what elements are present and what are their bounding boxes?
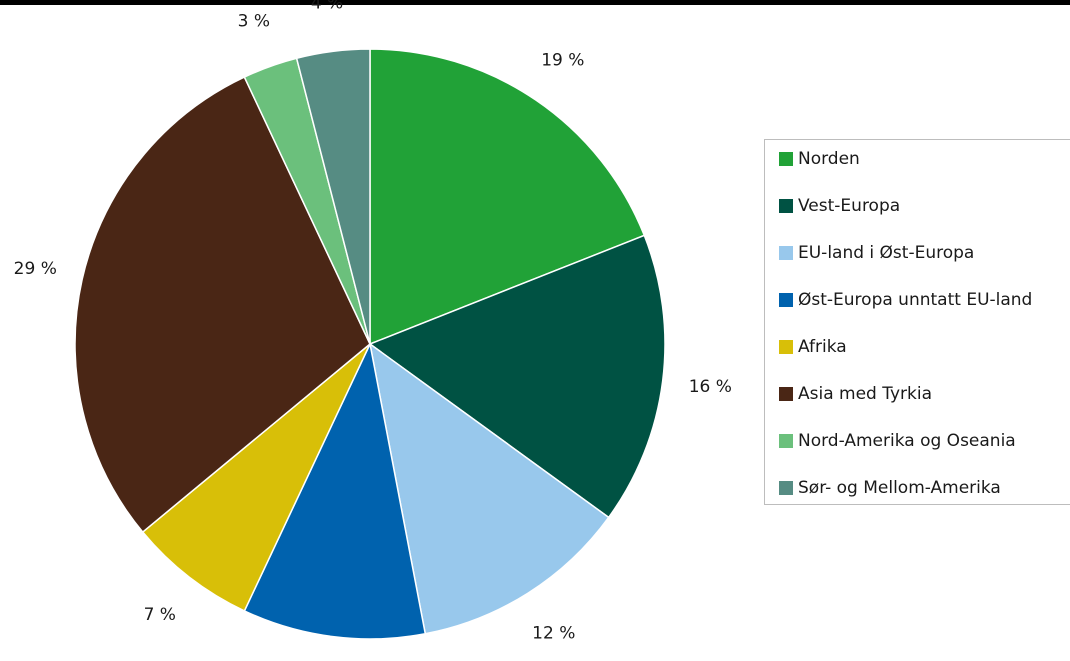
legend-item-st-europa-unntatt-eu-land: Øst-Europa unntatt EU-land bbox=[779, 288, 1032, 312]
pie-slice-asia-med-tyrkia bbox=[74, 76, 371, 534]
legend-label: Øst-Europa unntatt EU-land bbox=[798, 290, 1033, 310]
data-label-nord-amerika-og-oseania: 3 % bbox=[238, 11, 270, 31]
pie-chart: 19 %16 %12 %10 %7 %29 %3 %4 % bbox=[14, 0, 732, 644]
legend-label: Sør- og Mellom-Amerika bbox=[798, 478, 1001, 498]
top-border bbox=[0, 0, 1070, 5]
data-label-eu-land-i-st-europa: 12 % bbox=[532, 624, 575, 644]
legend-swatch bbox=[779, 152, 793, 166]
legend-swatch bbox=[779, 434, 793, 448]
legend-swatch bbox=[779, 481, 793, 495]
legend-swatch bbox=[779, 340, 793, 354]
data-label-asia-med-tyrkia: 29 % bbox=[14, 259, 57, 279]
legend-label: Norden bbox=[798, 149, 860, 169]
chart-legend: Norden Vest-Europa EU-land i Øst-Europa Øst… bbox=[764, 139, 1070, 505]
pie-slices bbox=[74, 48, 666, 640]
legend-item-s-r-og-mellom-amerika: Sør- og Mellom-Amerika bbox=[779, 476, 1001, 500]
legend-item-norden: Norden bbox=[779, 147, 860, 171]
data-label-vest-europa: 16 % bbox=[689, 377, 732, 397]
legend-swatch bbox=[779, 387, 793, 401]
pie-data-labels: 19 %16 %12 %10 %7 %29 %3 %4 % bbox=[14, 0, 732, 644]
legend-label: Vest-Europa bbox=[798, 196, 901, 216]
legend-item-afrika: Afrika bbox=[779, 335, 847, 359]
pie-slice-vest-europa bbox=[368, 234, 666, 519]
legend-swatch bbox=[779, 246, 793, 260]
legend-label: Afrika bbox=[798, 337, 847, 357]
pie-slice-norden bbox=[369, 48, 646, 346]
data-label-s-r-og-mellom-amerika: 4 % bbox=[311, 0, 343, 14]
legend-swatch bbox=[779, 293, 793, 307]
legend-label: Asia med Tyrkia bbox=[798, 384, 933, 404]
legend-item-vest-europa: Vest-Europa bbox=[779, 194, 900, 218]
legend-swatch bbox=[779, 199, 793, 213]
pie-slice-afrika bbox=[141, 343, 371, 612]
legend-label: EU-land i Øst-Europa bbox=[798, 243, 975, 263]
pie-slice-eu-land-i-st-europa bbox=[368, 342, 610, 635]
data-label-afrika: 7 % bbox=[144, 605, 176, 625]
legend-item-eu-land-i-st-europa: EU-land i Øst-Europa bbox=[779, 241, 974, 265]
pie-slice-st-europa-unntatt-eu-land bbox=[243, 341, 427, 640]
legend-label: Nord-Amerika og Oseania bbox=[798, 431, 1016, 451]
pie-slice-s-r-og-mellom-amerika bbox=[295, 48, 371, 345]
data-label-norden: 19 % bbox=[541, 50, 584, 70]
legend-item-asia-med-tyrkia: Asia med Tyrkia bbox=[779, 382, 932, 406]
legend-item-nord-amerika-og-oseania: Nord-Amerika og Oseania bbox=[779, 429, 1016, 453]
